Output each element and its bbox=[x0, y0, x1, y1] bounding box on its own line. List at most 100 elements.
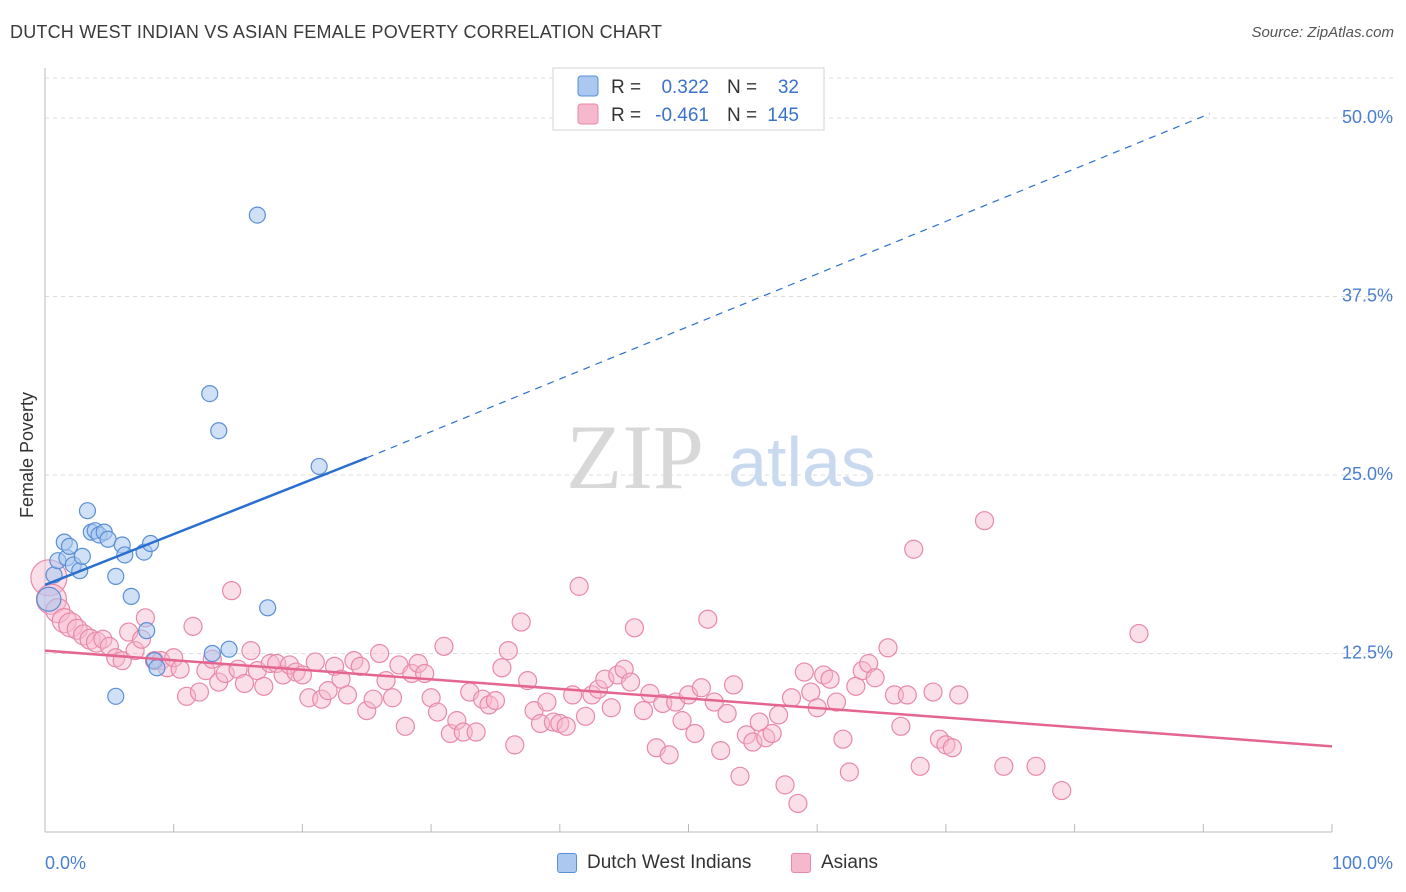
y-tick-labels: 12.5% 25.0% 37.5% 50.0% bbox=[1342, 107, 1393, 663]
asians-point bbox=[633, 701, 654, 721]
dutch-west-indians-point bbox=[310, 457, 328, 476]
dutch-west-indians-trend-line bbox=[44, 456, 368, 587]
stats-swatch-blue bbox=[577, 75, 599, 97]
dutch-west-indians-point bbox=[107, 567, 125, 585]
asians-point bbox=[543, 712, 563, 732]
asians-point bbox=[305, 652, 325, 672]
asians-point bbox=[723, 675, 744, 695]
legend-item-dutch-west-indians: Dutch West Indians bbox=[557, 852, 751, 874]
y-tick-label: 25.0% bbox=[1342, 464, 1393, 484]
x-axis-ticks bbox=[44, 824, 1333, 832]
asians-point bbox=[511, 612, 531, 632]
asians-point bbox=[865, 668, 885, 688]
asians-point bbox=[794, 662, 814, 682]
asians-point bbox=[904, 539, 924, 559]
dutch-west-indians-point bbox=[201, 384, 219, 403]
asians-point bbox=[382, 688, 403, 708]
asians-point bbox=[1052, 780, 1072, 801]
asians-point bbox=[421, 688, 441, 708]
dutch-west-indians-point bbox=[220, 640, 238, 658]
asians-point bbox=[974, 511, 995, 531]
asians-point bbox=[775, 775, 795, 795]
dutch-west-indians-point bbox=[259, 599, 277, 617]
asians-point bbox=[736, 725, 757, 745]
legend-label-dutch-west-indians: Dutch West Indians bbox=[587, 852, 752, 873]
asians-point bbox=[1026, 756, 1046, 776]
asians-point bbox=[427, 702, 448, 722]
asians-point bbox=[685, 723, 705, 744]
asians-point bbox=[839, 762, 859, 782]
dutch-west-indians-point bbox=[148, 659, 166, 677]
asians-point bbox=[556, 716, 576, 736]
grid-lines bbox=[45, 77, 1393, 654]
asians-point bbox=[93, 629, 113, 649]
y-tick-label: 12.5% bbox=[1342, 642, 1393, 662]
asians-point bbox=[222, 581, 242, 601]
asians-point bbox=[717, 703, 737, 724]
asians-point bbox=[859, 653, 879, 674]
stats-n-label-blue: N = bbox=[727, 77, 757, 98]
stats-r-label-blue: R = bbox=[611, 77, 641, 98]
y-axis-label: Female Poverty bbox=[17, 392, 37, 518]
asians-point bbox=[176, 686, 197, 706]
dutch-west-indians-point bbox=[73, 547, 91, 565]
dutch-west-indians-point bbox=[36, 586, 62, 612]
asians-point bbox=[318, 681, 338, 701]
asians-point bbox=[878, 638, 898, 658]
y-tick-label: 50.0% bbox=[1342, 107, 1393, 127]
asians-point bbox=[575, 706, 596, 726]
asians-point bbox=[833, 729, 853, 749]
asians-trend-line bbox=[44, 649, 1333, 748]
trend-lines bbox=[44, 113, 1333, 748]
asians-point bbox=[624, 618, 645, 638]
asians-point bbox=[672, 711, 692, 731]
chart-title: DUTCH WEST INDIAN VS ASIAN FEMALE POVERT… bbox=[10, 22, 663, 42]
asians-point bbox=[788, 793, 808, 814]
asians-point bbox=[254, 676, 274, 696]
x-tick-label-max: 100.0% bbox=[1332, 853, 1393, 873]
asians-point bbox=[395, 716, 415, 736]
asians-point bbox=[73, 624, 95, 646]
legend-item-asians: Asians bbox=[791, 852, 878, 874]
asians-point bbox=[1129, 623, 1149, 644]
legend-label-asians: Asians bbox=[821, 852, 879, 873]
dutch-west-indians-point bbox=[203, 644, 221, 663]
dutch-west-indians-points bbox=[36, 206, 328, 705]
asians-point bbox=[85, 631, 108, 653]
stats-r-value-blue: 0.322 bbox=[661, 77, 709, 98]
dutch-west-indians-point bbox=[122, 587, 140, 605]
asians-point bbox=[743, 732, 763, 752]
asians-point bbox=[910, 756, 930, 776]
asians-point bbox=[691, 678, 711, 698]
asians-point bbox=[370, 643, 390, 664]
asians-point bbox=[569, 576, 589, 596]
y-tick-label: 37.5% bbox=[1342, 285, 1393, 305]
stats-r-value-pink: -0.461 bbox=[655, 105, 709, 126]
asians-point bbox=[949, 685, 969, 705]
asians-point bbox=[711, 741, 731, 761]
asians-point bbox=[897, 685, 917, 705]
dutch-west-indians-point bbox=[138, 622, 156, 640]
asians-point bbox=[408, 653, 428, 674]
asians-point bbox=[125, 641, 145, 661]
asians-point bbox=[698, 609, 718, 629]
asians-point bbox=[730, 766, 750, 786]
dutch-west-indians-point bbox=[210, 422, 228, 440]
dutch-west-indians-point bbox=[248, 206, 266, 224]
asians-point bbox=[164, 648, 184, 668]
stats-n-value-pink: 145 bbox=[767, 105, 799, 126]
asians-point bbox=[891, 716, 911, 736]
asians-point bbox=[942, 738, 962, 758]
asians-points bbox=[30, 511, 1149, 814]
asians-point bbox=[170, 659, 190, 679]
asians-point bbox=[768, 705, 789, 725]
watermark: ZIP atlas bbox=[566, 406, 876, 508]
stats-n-value-blue: 32 bbox=[778, 77, 799, 98]
asians-point bbox=[357, 701, 377, 721]
asians-point bbox=[620, 672, 641, 692]
asians-point bbox=[505, 735, 525, 755]
asians-point bbox=[241, 641, 261, 661]
asians-point bbox=[498, 641, 518, 661]
stats-r-label-pink: R = bbox=[611, 105, 641, 126]
